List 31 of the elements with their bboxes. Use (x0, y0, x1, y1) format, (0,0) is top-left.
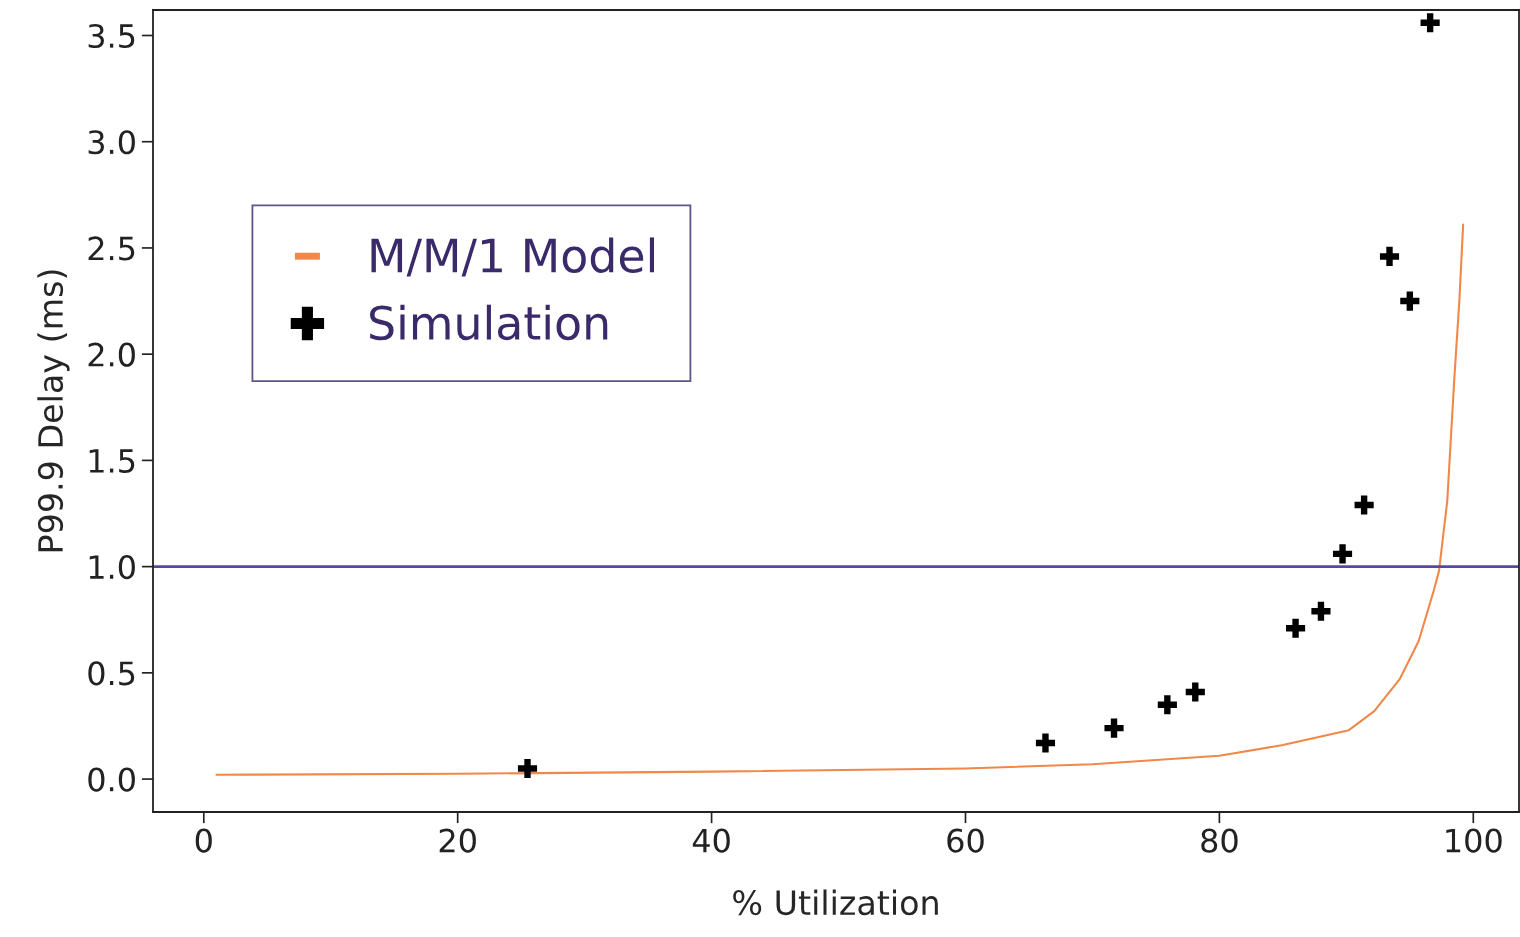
y-tick-label: 0.5 (88, 661, 135, 686)
point (1400, 291, 1420, 311)
y-tick-label: 0.0 (88, 767, 135, 792)
x-tick-label: 100 (1446, 828, 1502, 853)
y-axis-title: P99.9 Delay (ms) (37, 270, 70, 552)
x-tick-label: 40 (692, 828, 730, 853)
y-tick-label: 1.0 (89, 555, 135, 580)
x-axis-title: % Utilization (733, 889, 938, 916)
legend-label: M/M/1 Model (371, 237, 655, 277)
y-tick-label: 2.5 (88, 236, 135, 261)
point (1104, 718, 1124, 738)
y-tick-label: 3.5 (88, 23, 135, 49)
y-tick-label: 3.0 (88, 130, 135, 155)
x-tick-label: 20 (439, 828, 476, 853)
line-series (215, 223, 1465, 776)
x-tick-label: 0 (195, 828, 212, 853)
y-tick-label: 1.5 (89, 449, 135, 473)
point (1420, 13, 1440, 33)
point (1354, 495, 1374, 515)
point (1157, 695, 1177, 715)
point (1285, 618, 1306, 638)
x-tick-label: 80 (1201, 828, 1238, 853)
point (1185, 682, 1205, 702)
point (1311, 601, 1331, 621)
point (517, 758, 538, 779)
point (1379, 246, 1400, 267)
x-tick-label: 60 (947, 828, 984, 853)
point (1035, 733, 1056, 753)
y-tick-label: 2.0 (88, 342, 135, 367)
legend-label: Simulation (370, 304, 608, 341)
point (1332, 544, 1353, 564)
